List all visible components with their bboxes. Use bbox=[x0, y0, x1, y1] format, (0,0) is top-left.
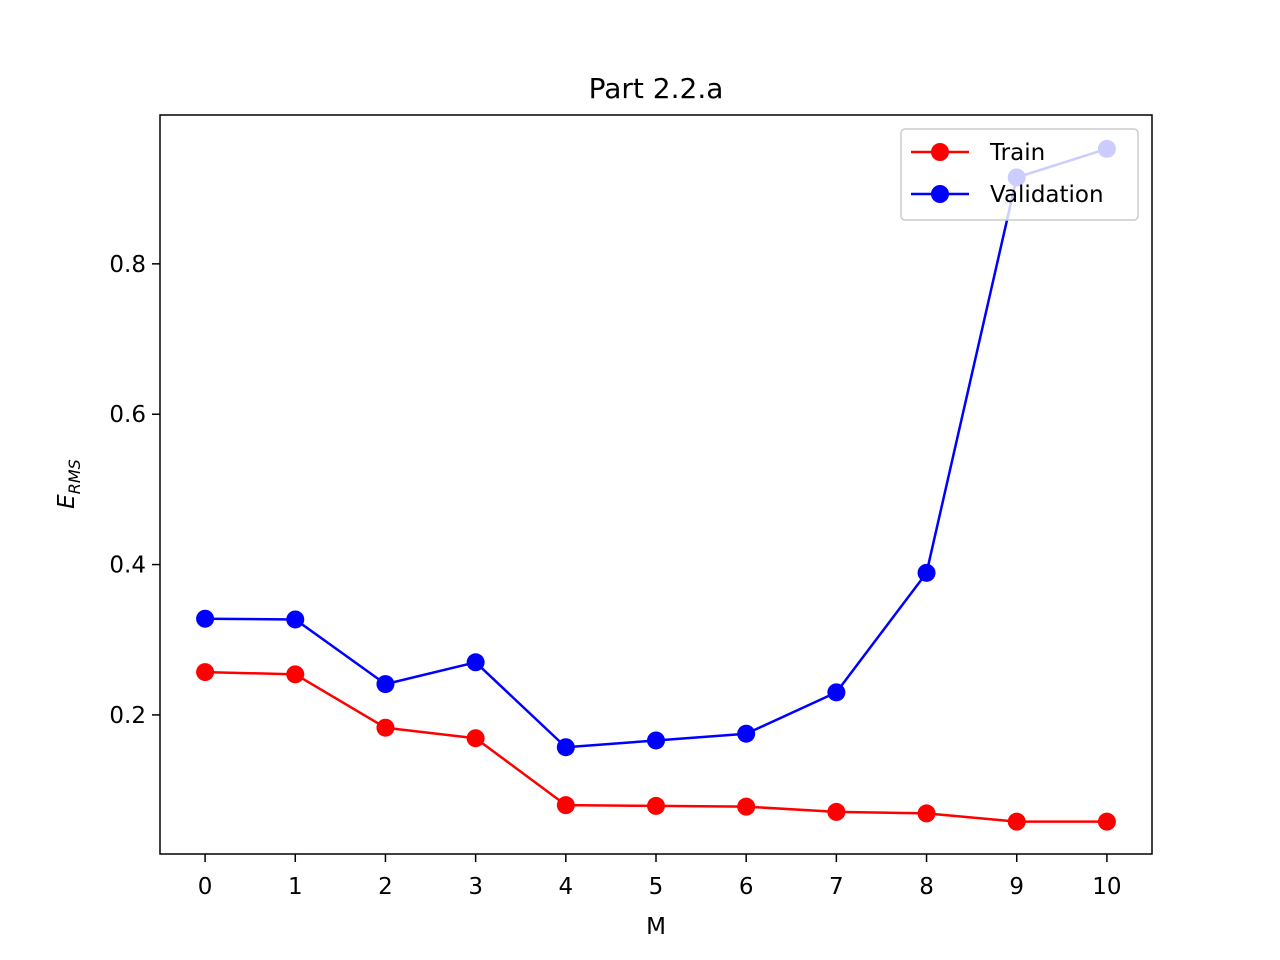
data-point-train bbox=[1097, 812, 1116, 831]
x-axis: 0 1 2 3 4 5 6 7 8 9 10 bbox=[198, 854, 1122, 900]
data-point-validation bbox=[917, 563, 936, 582]
data-point-validation bbox=[466, 653, 485, 672]
y-axis-label: ERMS bbox=[54, 459, 84, 509]
legend-marker-train bbox=[931, 143, 949, 161]
x-tick-label: 9 bbox=[1009, 874, 1024, 900]
x-axis-label: M bbox=[646, 914, 666, 940]
y-tick-label: 0.4 bbox=[109, 553, 146, 579]
legend-label-train: Train bbox=[989, 140, 1045, 166]
legend-marker-validation bbox=[931, 185, 949, 203]
x-tick-label: 0 bbox=[198, 874, 213, 900]
data-point-train bbox=[827, 802, 846, 821]
y-axis-label-subscript: RMS bbox=[65, 459, 84, 494]
x-tick-label: 7 bbox=[829, 874, 844, 900]
x-tick-label: 2 bbox=[378, 874, 393, 900]
legend: Train Validation bbox=[900, 128, 1139, 221]
data-point-train bbox=[376, 718, 395, 737]
x-tick-label: 5 bbox=[649, 874, 664, 900]
data-point-train bbox=[737, 797, 756, 816]
legend-label-validation: Validation bbox=[990, 182, 1104, 208]
x-tick-label: 6 bbox=[739, 874, 754, 900]
data-point-train bbox=[286, 665, 305, 684]
data-point-validation bbox=[647, 731, 665, 750]
y-axis: 0.2 0.4 0.6 0.8 bbox=[109, 252, 160, 729]
data-point-train bbox=[917, 804, 936, 823]
y-axis-label-main: E bbox=[54, 494, 80, 509]
data-point-train bbox=[556, 796, 575, 815]
data-point-validation bbox=[737, 724, 756, 743]
x-tick-label: 4 bbox=[558, 874, 573, 900]
data-point-train bbox=[466, 729, 485, 748]
data-point-train bbox=[647, 796, 665, 815]
x-tick-label: 10 bbox=[1092, 874, 1121, 900]
x-tick-label: 1 bbox=[288, 874, 303, 900]
data-point-validation bbox=[827, 683, 846, 702]
data-point-validation bbox=[376, 675, 395, 694]
data-point-validation bbox=[286, 610, 305, 629]
data-point-train bbox=[1007, 812, 1026, 831]
x-tick-label: 8 bbox=[919, 874, 934, 900]
chart-title: Part 2.2.a bbox=[589, 72, 724, 105]
data-point-validation bbox=[556, 738, 575, 757]
y-tick-label: 0.6 bbox=[109, 402, 146, 428]
x-tick-label: 3 bbox=[468, 874, 483, 900]
y-tick-label: 0.8 bbox=[109, 252, 146, 278]
y-tick-label: 0.2 bbox=[109, 703, 146, 729]
data-point-validation bbox=[196, 609, 215, 628]
data-point-train bbox=[196, 663, 215, 682]
